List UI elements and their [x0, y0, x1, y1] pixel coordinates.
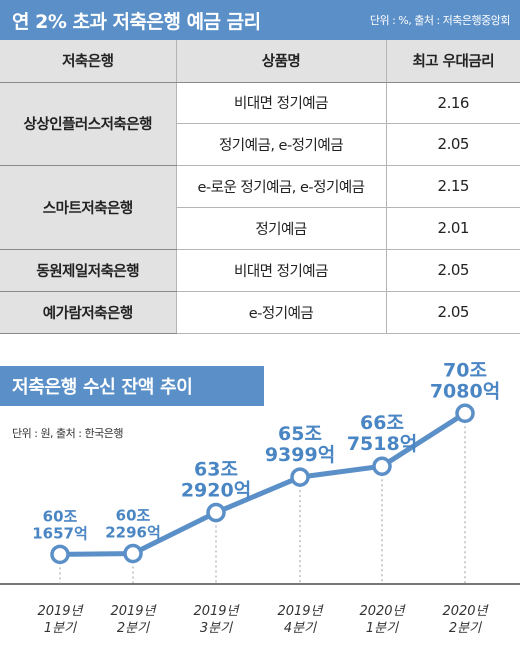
- bank-name-cell: 상상인플러스저축은행: [0, 82, 177, 166]
- x-tick-label: 2019년 3분기: [193, 604, 240, 636]
- rate-cell: 2.15: [386, 165, 520, 208]
- rate-cell: 2.16: [386, 82, 520, 124]
- bank-name-cell: 예가람저축은행: [0, 291, 177, 334]
- rates-table: 저축은행 상품명 최고 우대금리 상상인플러스저축은행 비대면 정기예금 2.1…: [0, 40, 520, 334]
- table-row: 동원제일저축은행 비대면 정기예금 2.05: [0, 249, 520, 292]
- table-row: 상상인플러스저축은행 비대면 정기예금 2.16: [0, 82, 520, 166]
- bank-name-cell: 동원제일저축은행: [0, 249, 177, 292]
- header-bank: 저축은행: [0, 40, 177, 83]
- data-label: 70조 7080억: [430, 359, 500, 402]
- table-source-note: 단위 : %, 출처 : 저축은행중앙회: [369, 14, 511, 27]
- product-cell: 비대면 정기예금: [176, 82, 387, 124]
- product-cell: 정기예금, e-정기예금: [176, 123, 387, 166]
- table-row: 정기예금, e-정기예금 2.05: [0, 123, 520, 166]
- x-tick-label: 2020년 2분기: [442, 604, 489, 636]
- x-tick-label: 2019년 1분기: [37, 604, 84, 636]
- series-line: [59, 411, 467, 557]
- table-header-row: 저축은행 상품명 최고 우대금리: [0, 40, 520, 83]
- x-tick-label: 2020년 1분기: [359, 604, 406, 636]
- table-title-bar: 연 2% 초과 저축은행 예금 금리 단위 : %, 출처 : 저축은행중앙회: [0, 0, 520, 40]
- table-row: 스마트저축은행 e-로운 정기예금, e-정기예금 2.15: [0, 165, 520, 250]
- product-cell: e-정기예금: [176, 291, 387, 334]
- x-tick-label: 2019년 2분기: [110, 604, 157, 636]
- rate-cell: 2.05: [386, 249, 520, 292]
- product-cell: e-로운 정기예금, e-정기예금: [176, 165, 387, 208]
- data-label: 60조 2296억: [105, 507, 161, 542]
- data-point: [290, 467, 310, 487]
- data-label: 60조 1657억: [32, 507, 88, 542]
- bank-name-cell: 스마트저축은행: [0, 165, 177, 250]
- product-cell: 정기예금: [176, 207, 387, 250]
- data-label: 66조 7518억: [347, 412, 417, 455]
- data-point: [123, 543, 143, 564]
- product-cell: 비대면 정기예금: [176, 249, 387, 292]
- data-point: [206, 502, 226, 523]
- chart-title: 저축은행 수신 잔액 추이: [0, 366, 264, 406]
- header-product: 상품명: [176, 40, 387, 83]
- data-label: 65조 9399억: [265, 423, 335, 466]
- rate-cell: 2.01: [386, 207, 520, 250]
- x-tick-label: 2019년 4분기: [277, 604, 324, 636]
- data-point: [372, 456, 392, 476]
- data-point: [455, 403, 475, 424]
- rate-cell: 2.05: [386, 123, 520, 166]
- data-label: 63조 2920억: [181, 459, 251, 502]
- header-rate: 최고 우대금리: [386, 40, 520, 83]
- rate-cell: 2.05: [386, 291, 520, 334]
- table-row: 예가람저축은행 e-정기예금 2.05: [0, 291, 520, 334]
- chart-unit-note: 단위 : 원, 출처 : 한국은행: [12, 427, 123, 440]
- data-point: [50, 544, 70, 565]
- table-title: 연 2% 초과 저축은행 예금 금리: [12, 10, 261, 33]
- deposit-balance-line-chart: 60조 1657억 60조 2296억 63조 2920억 65조 9399억 66조 7518억…: [0, 359, 520, 636]
- table-row: 정기예금 2.01: [0, 207, 520, 250]
